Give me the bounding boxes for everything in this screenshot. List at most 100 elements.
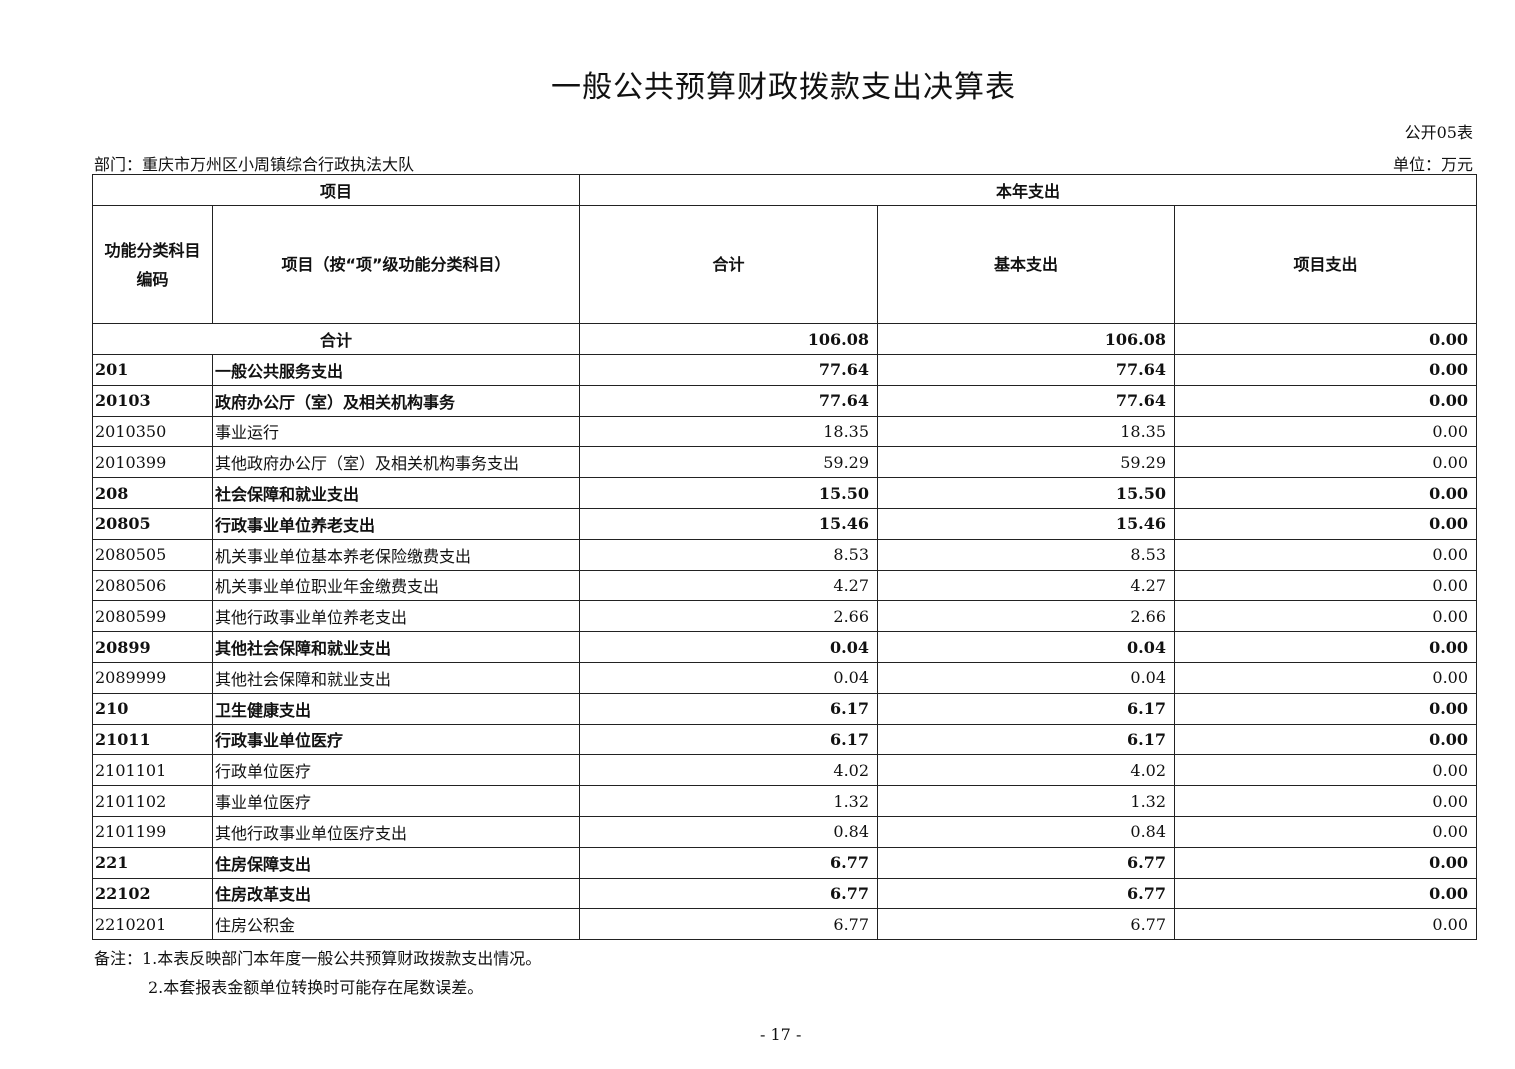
row-total: 6.77 — [579, 877, 879, 910]
total-basic: 106.08 — [877, 323, 1176, 355]
row-total: 4.27 — [579, 569, 879, 602]
row-basic: 0.04 — [877, 631, 1176, 663]
row-name: 机关事业单位基本养老保险缴费支出 — [211, 538, 581, 571]
header-code: 功能分类科目 编码 — [92, 205, 213, 324]
row-basic: 6.77 — [877, 877, 1176, 910]
row-basic: 4.02 — [877, 754, 1176, 787]
row-name: 住房改革支出 — [211, 877, 581, 910]
expenditure-table: 项目 本年支出 功能分类科目 编码 项目（按“项”级功能分类科目） 合计 基本支出… — [91, 174, 1478, 941]
row-basic: 77.64 — [877, 384, 1176, 417]
row-total: 6.77 — [579, 908, 879, 941]
total-project: 0.00 — [1174, 323, 1478, 355]
row-code: 201 — [92, 354, 213, 386]
row-name: 事业运行 — [211, 415, 581, 448]
row-code: 2210201 — [92, 908, 213, 941]
row-project: 0.00 — [1174, 446, 1478, 479]
row-total: 15.46 — [579, 507, 879, 540]
row-project: 0.00 — [1174, 477, 1478, 509]
row-code: 208 — [92, 477, 213, 509]
row-name: 其他社会保障和就业支出 — [211, 631, 581, 663]
row-code: 2101199 — [92, 815, 213, 848]
row-name: 政府办公厅（室）及相关机构事务 — [211, 384, 581, 417]
row-code: 221 — [92, 846, 213, 879]
row-name: 住房公积金 — [211, 908, 581, 941]
row-basic: 0.04 — [877, 661, 1176, 694]
row-project: 0.00 — [1174, 723, 1478, 756]
table-row: 2080505 机关事业单位基本养老保险缴费支出 8.53 8.53 0.00 — [92, 538, 1478, 571]
table-row: 2010350 事业运行 18.35 18.35 0.00 — [92, 415, 1478, 448]
row-project: 0.00 — [1174, 354, 1478, 386]
table-row: 2080506 机关事业单位职业年金缴费支出 4.27 4.27 0.00 — [92, 569, 1478, 602]
table-row: 22102 住房改革支出 6.77 6.77 0.00 — [92, 877, 1478, 910]
row-total: 4.02 — [579, 754, 879, 787]
table-row: 2010399 其他政府办公厅（室）及相关机构事务支出 59.29 59.29 0.00 — [92, 446, 1478, 479]
header-total: 合计 — [579, 205, 879, 324]
row-total: 0.04 — [579, 661, 879, 694]
row-basic: 18.35 — [877, 415, 1176, 448]
row-name: 行政事业单位养老支出 — [211, 507, 581, 540]
row-name: 卫生健康支出 — [211, 692, 581, 725]
row-project: 0.00 — [1174, 538, 1478, 571]
row-basic: 6.77 — [877, 846, 1176, 879]
row-name: 住房保障支出 — [211, 846, 581, 879]
row-code: 2080505 — [92, 538, 213, 571]
row-project: 0.00 — [1174, 908, 1478, 941]
row-basic: 6.17 — [877, 723, 1176, 756]
row-basic: 15.46 — [877, 507, 1176, 540]
row-basic: 1.32 — [877, 785, 1176, 817]
row-project: 0.00 — [1174, 692, 1478, 725]
header-basic: 基本支出 — [877, 205, 1176, 324]
table-row: 210 卫生健康支出 6.17 6.17 0.00 — [92, 692, 1478, 725]
table-row: 20805 行政事业单位养老支出 15.46 15.46 0.00 — [92, 507, 1478, 540]
row-total: 8.53 — [579, 538, 879, 571]
row-basic: 8.53 — [877, 538, 1176, 571]
row-project: 0.00 — [1174, 754, 1478, 787]
row-name: 其他行政事业单位养老支出 — [211, 600, 581, 633]
row-project: 0.00 — [1174, 507, 1478, 540]
row-code: 2010399 — [92, 446, 213, 479]
row-total: 0.84 — [579, 815, 879, 848]
row-project: 0.00 — [1174, 661, 1478, 694]
row-name: 社会保障和就业支出 — [211, 477, 581, 509]
table-row: 2101101 行政单位医疗 4.02 4.02 0.00 — [92, 754, 1478, 787]
table-row: 2210201 住房公积金 6.77 6.77 0.00 — [92, 908, 1478, 941]
note-1: 备注：1.本表反映部门本年度一般公共预算财政拨款支出情况。 — [94, 949, 542, 968]
table-row: 201 一般公共服务支出 77.64 77.64 0.00 — [92, 354, 1478, 386]
row-name: 其他行政事业单位医疗支出 — [211, 815, 581, 848]
row-basic: 77.64 — [877, 354, 1176, 386]
row-code: 20805 — [92, 507, 213, 540]
row-total: 0.04 — [579, 631, 879, 663]
row-code: 21011 — [92, 723, 213, 756]
table-row: 208 社会保障和就业支出 15.50 15.50 0.00 — [92, 477, 1478, 509]
row-project: 0.00 — [1174, 415, 1478, 448]
row-total: 77.64 — [579, 354, 879, 386]
row-total: 6.77 — [579, 846, 879, 879]
row-code: 2089999 — [92, 661, 213, 694]
note-2: 2.本套报表金额单位转换时可能存在尾数误差。 — [148, 978, 484, 997]
row-total: 18.35 — [579, 415, 879, 448]
row-code: 2101101 — [92, 754, 213, 787]
row-basic: 2.66 — [877, 600, 1176, 633]
row-basic: 4.27 — [877, 569, 1176, 602]
row-code: 210 — [92, 692, 213, 725]
row-project: 0.00 — [1174, 569, 1478, 602]
row-name: 行政事业单位医疗 — [211, 723, 581, 756]
row-total: 2.66 — [579, 600, 879, 633]
row-total: 15.50 — [579, 477, 879, 509]
table-row: 20103 政府办公厅（室）及相关机构事务 77.64 77.64 0.00 — [92, 384, 1478, 417]
row-project: 0.00 — [1174, 846, 1478, 879]
row-total: 77.64 — [579, 384, 879, 417]
table-row: 21011 行政事业单位医疗 6.17 6.17 0.00 — [92, 723, 1478, 756]
row-project: 0.00 — [1174, 631, 1478, 663]
row-name: 事业单位医疗 — [211, 785, 581, 817]
row-basic: 6.77 — [877, 908, 1176, 941]
header-project: 项目支出 — [1174, 205, 1478, 324]
row-code: 2080506 — [92, 569, 213, 602]
header-item-name: 项目（按“项”级功能分类科目） — [211, 205, 581, 324]
row-total: 6.17 — [579, 723, 879, 756]
total-sum: 106.08 — [579, 323, 879, 355]
row-code: 2010350 — [92, 415, 213, 448]
row-project: 0.00 — [1174, 600, 1478, 633]
row-code: 20899 — [92, 631, 213, 663]
table-row: 2101199 其他行政事业单位医疗支出 0.84 0.84 0.00 — [92, 815, 1478, 848]
